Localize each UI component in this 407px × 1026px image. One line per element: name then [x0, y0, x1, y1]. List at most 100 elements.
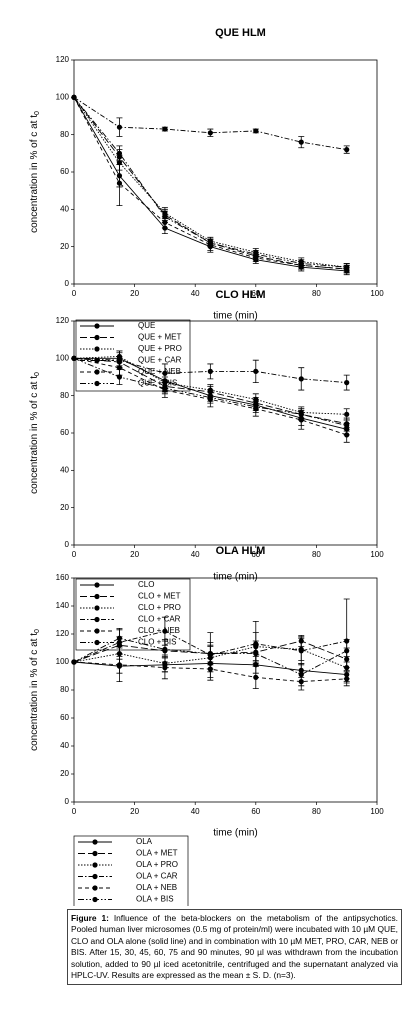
figure: QUE HLM 0 20 40 60 80 100 120 0 20 40 60 80 100 time (…: [29, 27, 384, 906]
legend-box: [73, 835, 189, 906]
data-point: [116, 124, 123, 130]
data-point: [162, 385, 168, 391]
x-tick-label: 40: [191, 807, 200, 816]
y-axis-label: concentration in % of c at t0: [29, 629, 41, 751]
chart-title: QUE HLM: [215, 27, 266, 39]
y-axis-label-main: concentration in % of c at t: [29, 115, 40, 233]
y-axis-label: concentration in % of c at t0: [29, 111, 41, 233]
legend-label: CLO + CAR: [138, 615, 181, 624]
legend-marker: [94, 616, 100, 623]
x-axis-label: time (min): [213, 572, 257, 583]
data-point: [207, 387, 213, 393]
legend-marker: [94, 605, 100, 611]
y-tick-label: 100: [56, 353, 70, 362]
legend-label: QUE + CAR: [138, 356, 182, 365]
legend-marker: [92, 839, 98, 845]
caption-label: Figure 1:: [71, 913, 109, 923]
data-point: [253, 128, 259, 134]
y-axis-label-main: concentration in % of c at t: [29, 633, 40, 751]
data-point: [253, 368, 259, 374]
data-point: [162, 628, 168, 634]
y-tick-label: 40: [60, 204, 69, 213]
legend-label: CLO: [138, 580, 154, 589]
data-point: [162, 370, 168, 376]
data-point: [116, 150, 123, 156]
legend-label: CLO + NEB: [138, 626, 180, 635]
data-point: [344, 380, 350, 386]
legend-box: [75, 319, 191, 392]
x-tick-label: 20: [130, 550, 139, 559]
data-point: [162, 214, 168, 220]
y-tick-label: 60: [60, 428, 69, 437]
x-tick-label: 20: [130, 289, 139, 298]
x-tick-label: 60: [251, 289, 260, 298]
x-tick-label: 40: [191, 289, 200, 298]
y-axis-label-sub: 0: [34, 372, 41, 376]
x-tick-label: 100: [370, 807, 384, 816]
data-point: [162, 665, 168, 671]
data-point: [298, 648, 304, 654]
legend-marker: [94, 639, 100, 646]
data-point: [298, 411, 304, 417]
legend-label: QUE + MET: [138, 333, 181, 342]
legend-box: [75, 578, 191, 651]
data-point: [253, 404, 259, 410]
y-tick-label: 80: [60, 130, 69, 139]
legend-marker: [94, 593, 100, 600]
y-tick-label: 120: [56, 55, 70, 64]
legend-label: CLO + MET: [138, 592, 181, 601]
x-tick-label: 40: [191, 550, 200, 559]
data-point: [344, 147, 350, 153]
y-tick-label: 160: [56, 573, 70, 582]
data-point: [344, 411, 350, 417]
x-tick-label: 60: [251, 807, 260, 816]
y-tick-label: 20: [60, 242, 69, 251]
legend-marker: [94, 380, 100, 387]
x-tick-label: 20: [130, 807, 139, 816]
data-point: [253, 651, 259, 657]
legend-marker: [92, 862, 98, 868]
data-point: [207, 240, 213, 246]
y-tick-label: 0: [65, 797, 70, 806]
y-axis-label-sub: 0: [34, 111, 41, 115]
y-axis-label: concentration in % of c at t0: [29, 372, 41, 494]
data-point: [253, 674, 259, 681]
plot-frame: [73, 577, 378, 803]
y-axis-label-main: concentration in % of c at t: [29, 376, 40, 494]
y-tick-label: 0: [65, 279, 70, 288]
legend-marker: [94, 323, 100, 329]
data-point: [298, 672, 304, 678]
data-point: [71, 355, 77, 361]
y-tick-label: 20: [60, 503, 69, 512]
data-point: [116, 365, 123, 371]
x-tick-label: 80: [312, 807, 321, 816]
data-point: [207, 130, 213, 136]
legend-marker: [92, 850, 98, 857]
y-axis-label-sub: 0: [34, 629, 41, 633]
y-tick-label: 40: [60, 465, 69, 474]
y-tick-label: 20: [60, 769, 69, 778]
legend-marker: [94, 628, 100, 634]
chart-title: OLA HLM: [216, 545, 266, 557]
data-point: [116, 635, 123, 641]
data-point: [298, 376, 304, 382]
data-point: [116, 180, 123, 186]
caption: Figure 1: Influence of the beta-blockers…: [67, 909, 402, 986]
y-tick-label: 100: [56, 92, 70, 101]
x-tick-label: 80: [312, 289, 321, 298]
legend-label: CLO + PRO: [138, 603, 181, 612]
y-tick-label: 0: [65, 540, 70, 549]
data-point: [298, 260, 304, 267]
legend-label: OLA + BIS: [136, 895, 174, 904]
data-point: [298, 139, 304, 145]
x-axis-label: time (min): [213, 311, 257, 322]
legend-marker: [92, 896, 98, 903]
data-point: [344, 432, 350, 438]
data-point: [116, 662, 123, 668]
x-tick-label: 60: [251, 550, 260, 559]
data-point: [344, 422, 350, 429]
data-point: [207, 368, 213, 374]
data-point: [116, 374, 123, 380]
legend-label: OLA: [136, 837, 153, 846]
